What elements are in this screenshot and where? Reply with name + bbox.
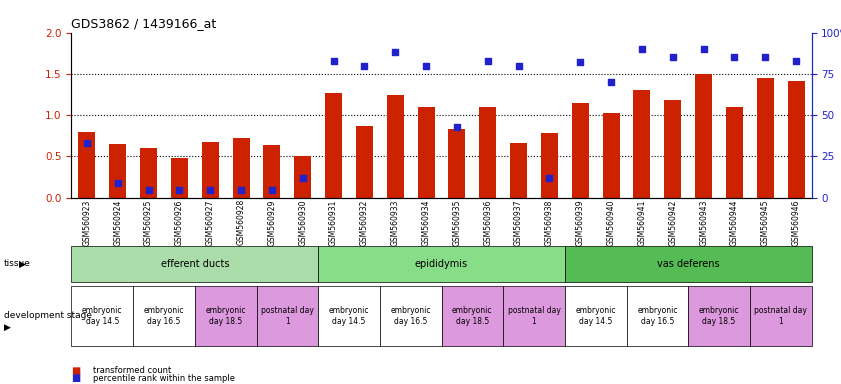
Bar [263, 145, 280, 198]
Bar [140, 148, 157, 198]
Bar [603, 113, 620, 198]
Text: epididymis: epididymis [415, 259, 468, 269]
Text: embryonic
day 14.5: embryonic day 14.5 [82, 306, 123, 326]
Bar [356, 126, 373, 198]
Point [727, 55, 741, 61]
Point [296, 175, 309, 181]
Point [512, 63, 526, 69]
Text: embryonic
day 14.5: embryonic day 14.5 [329, 306, 369, 326]
Point [697, 46, 711, 52]
Text: tissue: tissue [4, 260, 31, 268]
Text: transformed count: transformed count [93, 366, 171, 375]
Point [635, 46, 648, 52]
Bar [294, 157, 311, 198]
Text: percentile rank within the sample: percentile rank within the sample [93, 374, 235, 383]
Text: embryonic
day 18.5: embryonic day 18.5 [205, 306, 246, 326]
Bar [387, 94, 404, 198]
Point [111, 180, 124, 186]
Bar [109, 144, 126, 198]
Point [790, 58, 803, 64]
Text: development stage: development stage [4, 311, 93, 320]
Point [605, 79, 618, 85]
Text: efferent ducts: efferent ducts [161, 259, 229, 269]
Point [759, 55, 772, 61]
Point [357, 63, 371, 69]
Text: postnatal day
1: postnatal day 1 [754, 306, 807, 326]
Bar [510, 143, 527, 198]
Point [172, 187, 186, 193]
Text: embryonic
day 16.5: embryonic day 16.5 [390, 306, 431, 326]
Text: embryonic
day 16.5: embryonic day 16.5 [637, 306, 678, 326]
Point [80, 140, 93, 146]
Text: embryonic
day 14.5: embryonic day 14.5 [575, 306, 616, 326]
Text: ■: ■ [71, 366, 81, 376]
Point [235, 187, 248, 193]
Bar [664, 100, 681, 198]
Text: ▶: ▶ [4, 323, 11, 332]
Point [666, 55, 680, 61]
Text: postnatal day
1: postnatal day 1 [508, 306, 560, 326]
Point [542, 175, 556, 181]
Bar [325, 93, 342, 198]
Bar [448, 129, 465, 198]
Bar [202, 142, 219, 198]
Point [481, 58, 495, 64]
Text: embryonic
day 16.5: embryonic day 16.5 [144, 306, 184, 326]
Text: vas deferens: vas deferens [657, 259, 720, 269]
Bar [726, 107, 743, 198]
Point [204, 187, 217, 193]
Point [389, 50, 402, 56]
Point [142, 187, 156, 193]
Bar [541, 133, 558, 198]
Text: embryonic
day 18.5: embryonic day 18.5 [452, 306, 493, 326]
Point [327, 58, 341, 64]
Point [450, 124, 463, 130]
Text: GDS3862 / 1439166_at: GDS3862 / 1439166_at [71, 17, 217, 30]
Text: embryonic
day 18.5: embryonic day 18.5 [699, 306, 739, 326]
Bar [633, 91, 650, 198]
Bar [233, 138, 250, 198]
Bar [696, 74, 712, 198]
Point [265, 187, 278, 193]
Point [574, 59, 587, 65]
Bar [171, 158, 188, 198]
Text: ■: ■ [71, 373, 81, 383]
Bar [788, 81, 805, 198]
Bar [418, 107, 435, 198]
Bar [479, 107, 496, 198]
Text: ▶: ▶ [19, 260, 25, 268]
Bar [757, 78, 774, 198]
Bar [78, 132, 95, 198]
Point [420, 63, 433, 69]
Bar [572, 103, 589, 198]
Text: postnatal day
1: postnatal day 1 [261, 306, 314, 326]
